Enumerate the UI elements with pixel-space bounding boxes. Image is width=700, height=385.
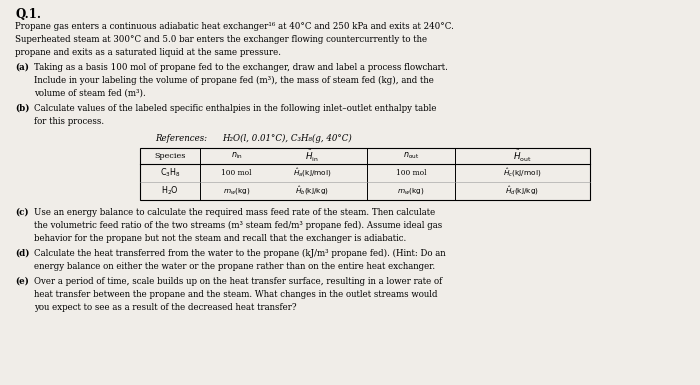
Text: volume of steam fed (m³).: volume of steam fed (m³). <box>34 89 146 98</box>
Text: References:: References: <box>155 134 207 143</box>
Text: $\hat{H}_a\rm(kJ/mol)$: $\hat{H}_a\rm(kJ/mol)$ <box>293 167 331 179</box>
Text: $\hat{H}_{\rm out}$: $\hat{H}_{\rm out}$ <box>513 148 532 164</box>
Text: Species: Species <box>154 152 186 160</box>
Text: Taking as a basis 100 mol of propane fed to the exchanger, draw and label a proc: Taking as a basis 100 mol of propane fed… <box>34 63 448 72</box>
Text: $m_w\rm(kg)$: $m_w\rm(kg)$ <box>223 186 251 196</box>
Text: energy balance on either the water or the propane rather than on the entire heat: energy balance on either the water or th… <box>34 262 435 271</box>
Text: Superheated steam at 300°C and 5.0 bar enters the exchanger flowing countercurre: Superheated steam at 300°C and 5.0 bar e… <box>15 35 427 44</box>
Text: Use an energy balance to calculate the required mass feed rate of the steam. The: Use an energy balance to calculate the r… <box>34 208 435 217</box>
Text: $n_{\rm out}$: $n_{\rm out}$ <box>403 151 419 161</box>
Text: Propane gas enters a continuous adiabatic heat exchanger¹⁶ at 40°C and 250 kPa a: Propane gas enters a continuous adiabati… <box>15 22 454 31</box>
Text: 100 mol: 100 mol <box>221 169 252 177</box>
Text: $\rm H_2O$: $\rm H_2O$ <box>161 185 179 197</box>
Text: Over a period of time, scale builds up on the heat transfer surface, resulting i: Over a period of time, scale builds up o… <box>34 277 442 286</box>
Text: (d): (d) <box>15 249 29 258</box>
Text: 100 mol: 100 mol <box>395 169 426 177</box>
Text: $\hat{H}_d\rm(kJ/kg)$: $\hat{H}_d\rm(kJ/kg)$ <box>505 185 540 197</box>
Text: Calculate the heat transferred from the water to the propane (kJ/m³ propane fed): Calculate the heat transferred from the … <box>34 249 446 258</box>
Text: (a): (a) <box>15 63 29 72</box>
Text: you expect to see as a result of the decreased heat transfer?: you expect to see as a result of the dec… <box>34 303 297 312</box>
Text: Include in your labeling the volume of propane fed (m³), the mass of steam fed (: Include in your labeling the volume of p… <box>34 76 434 85</box>
Text: (b): (b) <box>15 104 29 113</box>
Text: propane and exits as a saturated liquid at the same pressure.: propane and exits as a saturated liquid … <box>15 48 281 57</box>
Text: $\hat{H}_{\rm in}$: $\hat{H}_{\rm in}$ <box>305 148 318 164</box>
Text: the volumetric feed ratio of the two streams (m³ steam fed/m³ propane fed). Assu: the volumetric feed ratio of the two str… <box>34 221 442 230</box>
Text: Q.1.: Q.1. <box>15 8 41 21</box>
Text: (e): (e) <box>15 277 29 286</box>
Text: $\rm C_3H_8$: $\rm C_3H_8$ <box>160 167 181 179</box>
Text: (c): (c) <box>15 208 29 217</box>
Text: $\hat{H}_c\rm(kJ/mol)$: $\hat{H}_c\rm(kJ/mol)$ <box>503 167 542 179</box>
Text: Calculate values of the labeled specific enthalpies in the following inlet–outle: Calculate values of the labeled specific… <box>34 104 437 113</box>
Text: for this process.: for this process. <box>34 117 104 126</box>
Text: $n_{\rm in}$: $n_{\rm in}$ <box>231 151 243 161</box>
Text: H₂O(l, 0.01°C), C₃H₈(g, 40°C): H₂O(l, 0.01°C), C₃H₈(g, 40°C) <box>222 134 351 143</box>
Text: $m_w\rm(kg)$: $m_w\rm(kg)$ <box>397 186 425 196</box>
Text: behavior for the propane but not the steam and recall that the exchanger is adia: behavior for the propane but not the ste… <box>34 234 406 243</box>
Text: heat transfer between the propane and the steam. What changes in the outlet stre: heat transfer between the propane and th… <box>34 290 438 299</box>
Text: $\hat{H}_b\rm(kJ/kg)$: $\hat{H}_b\rm(kJ/kg)$ <box>295 185 329 197</box>
